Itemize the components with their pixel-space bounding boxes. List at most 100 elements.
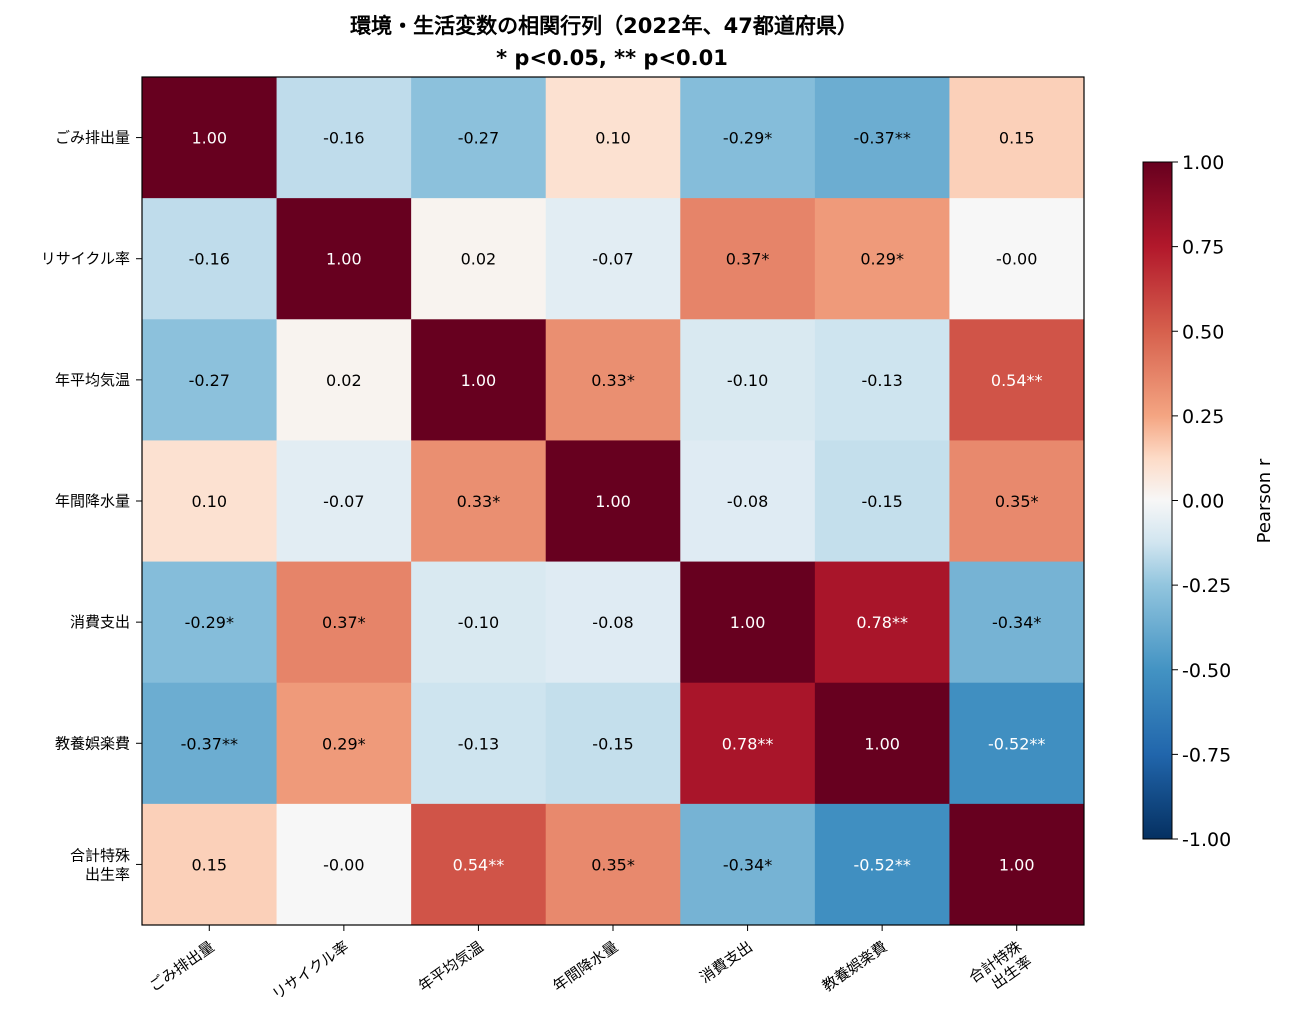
cell-value-label: -0.34* [723,855,772,874]
heatmap-cell [142,561,278,684]
cell-value-label: 0.29* [322,734,366,753]
heatmap-cell [545,440,681,563]
cell-value-label: 0.35* [591,855,635,874]
y-tick-label: 年平均気温 [55,371,130,389]
heatmap-cell [276,803,412,926]
heatmap-cell [142,803,278,926]
heatmap-cell [545,682,681,805]
cell-value-label: -0.00 [996,250,1037,269]
x-tick-label: 年平均気温 [415,938,487,996]
cell-value-label: 1.00 [730,613,766,632]
cell-value-label: -0.07 [323,492,364,511]
colorbar-tick-label: -0.75 [1182,744,1231,766]
cell-value-label: 0.15 [999,129,1035,148]
heatmap-cell [276,319,412,441]
heatmap-cell [276,440,412,563]
cell-value-label: -0.52** [853,855,910,874]
heatmap-cell [949,198,1085,320]
heatmap-cell [949,77,1085,199]
cell-value-label: -0.27 [458,129,499,148]
x-tick-label: 消費支出 [696,938,755,987]
heatmap-cell [142,198,278,320]
x-tick-label: 合計特殊出生率 [966,938,1036,1002]
cell-value-label: -0.37** [853,129,910,148]
heatmap-cell [545,319,681,441]
x-tick-label: 教養娯楽費 [819,938,891,996]
colorbar-tick-label: 1.00 [1182,152,1224,174]
heatmap-cell [814,319,950,441]
cell-value-label: 0.33* [591,371,635,390]
heatmap-cell [814,561,950,684]
cell-value-label: 0.02 [326,371,362,390]
heatmap-cell [142,440,278,563]
cell-value-label: -0.13 [861,371,902,390]
colorbar-label: Pearson r [1254,458,1275,543]
cell-value-label: 0.37* [322,613,366,632]
colorbar-tick-label: 0.25 [1182,406,1224,428]
heatmap-cell [276,682,412,805]
heatmap-cell [814,440,950,563]
x-tick-label: ごみ排出量 [146,938,218,996]
colorbar-tick-label: -0.50 [1182,660,1231,682]
heatmap-cell [680,319,816,441]
colorbar-ticks: 1.00 0.75 0.50 0.25 0.00 -0.25 -0.50 -0.75 -1.00 [1172,152,1231,851]
cell-value-label: 1.00 [191,129,227,148]
colorbar-tick-label: 0.00 [1182,491,1224,513]
heatmap-cell [411,198,547,320]
colorbar-tick-label: -0.25 [1182,575,1231,597]
heatmap-cell [545,77,681,199]
cell-value-label: -0.16 [189,250,230,269]
cell-value-label: -0.15 [592,734,633,753]
plot-frame [141,76,1085,926]
heatmap-cell [142,319,278,441]
chart-subtitle: * p<0.05, ** p<0.01 [496,46,728,70]
x-tick-label: 年間降水量 [550,938,622,996]
heatmap-cell [545,198,681,320]
cell-value-label: 0.29* [860,250,904,269]
cell-value-label: -0.08 [727,492,768,511]
heatmap-cell [949,319,1085,441]
heatmap-cell [949,440,1085,563]
cell-value-label: 0.10 [191,492,227,511]
y-tick-label: 教養娯楽費 [55,734,130,752]
colorbar-tick-label: 0.75 [1182,237,1224,259]
y-tick-label: ごみ排出量 [55,129,130,147]
colorbar: 1.00 0.75 0.50 0.25 0.00 -0.25 -0.50 -0.75 -1.00… [1142,152,1275,851]
heatmap-cell [680,198,816,320]
heatmap-cell [949,561,1085,684]
heatmap-cell [276,77,412,199]
heatmap-cell [411,77,547,199]
cell-value-label: -0.52** [988,734,1045,753]
cell-value-label: -0.34* [992,613,1041,632]
cell-value-label: -0.29* [185,613,234,632]
cell-value-label: -0.27 [189,371,230,390]
heatmap-cell [411,561,547,684]
colorbar-tick-label: 0.50 [1182,321,1224,343]
cell-value-label: -0.00 [323,855,364,874]
y-tick-label: 合計特殊出生率 [70,846,130,883]
cell-value-label: 1.00 [595,492,631,511]
cell-value-label: -0.08 [592,613,633,632]
heatmap-cell [814,803,950,926]
y-tick-label: 年間降水量 [55,492,130,510]
heatmap-cell [276,561,412,684]
cell-value-label: -0.10 [458,613,499,632]
cell-value-label: -0.37** [181,734,238,753]
colorbar-tick-label: -1.00 [1182,829,1231,851]
cell-value-label: -0.07 [592,250,633,269]
cell-value-label: 0.02 [461,250,497,269]
heatmap-cell [949,803,1085,926]
heatmap-cell [411,803,547,926]
heatmap-cell [276,198,412,320]
heatmap-cell [814,77,950,199]
y-tick-label: 消費支出 [70,613,130,631]
heatmap-cell [814,198,950,320]
cell-value-label: 0.54** [453,855,505,874]
cell-value-label: 0.37* [726,250,770,269]
x-tick-label: リサイクル率 [269,938,352,1004]
heatmap-cell [680,682,816,805]
cell-value-label: 0.78** [856,613,908,632]
cell-value-label: 0.10 [595,129,631,148]
